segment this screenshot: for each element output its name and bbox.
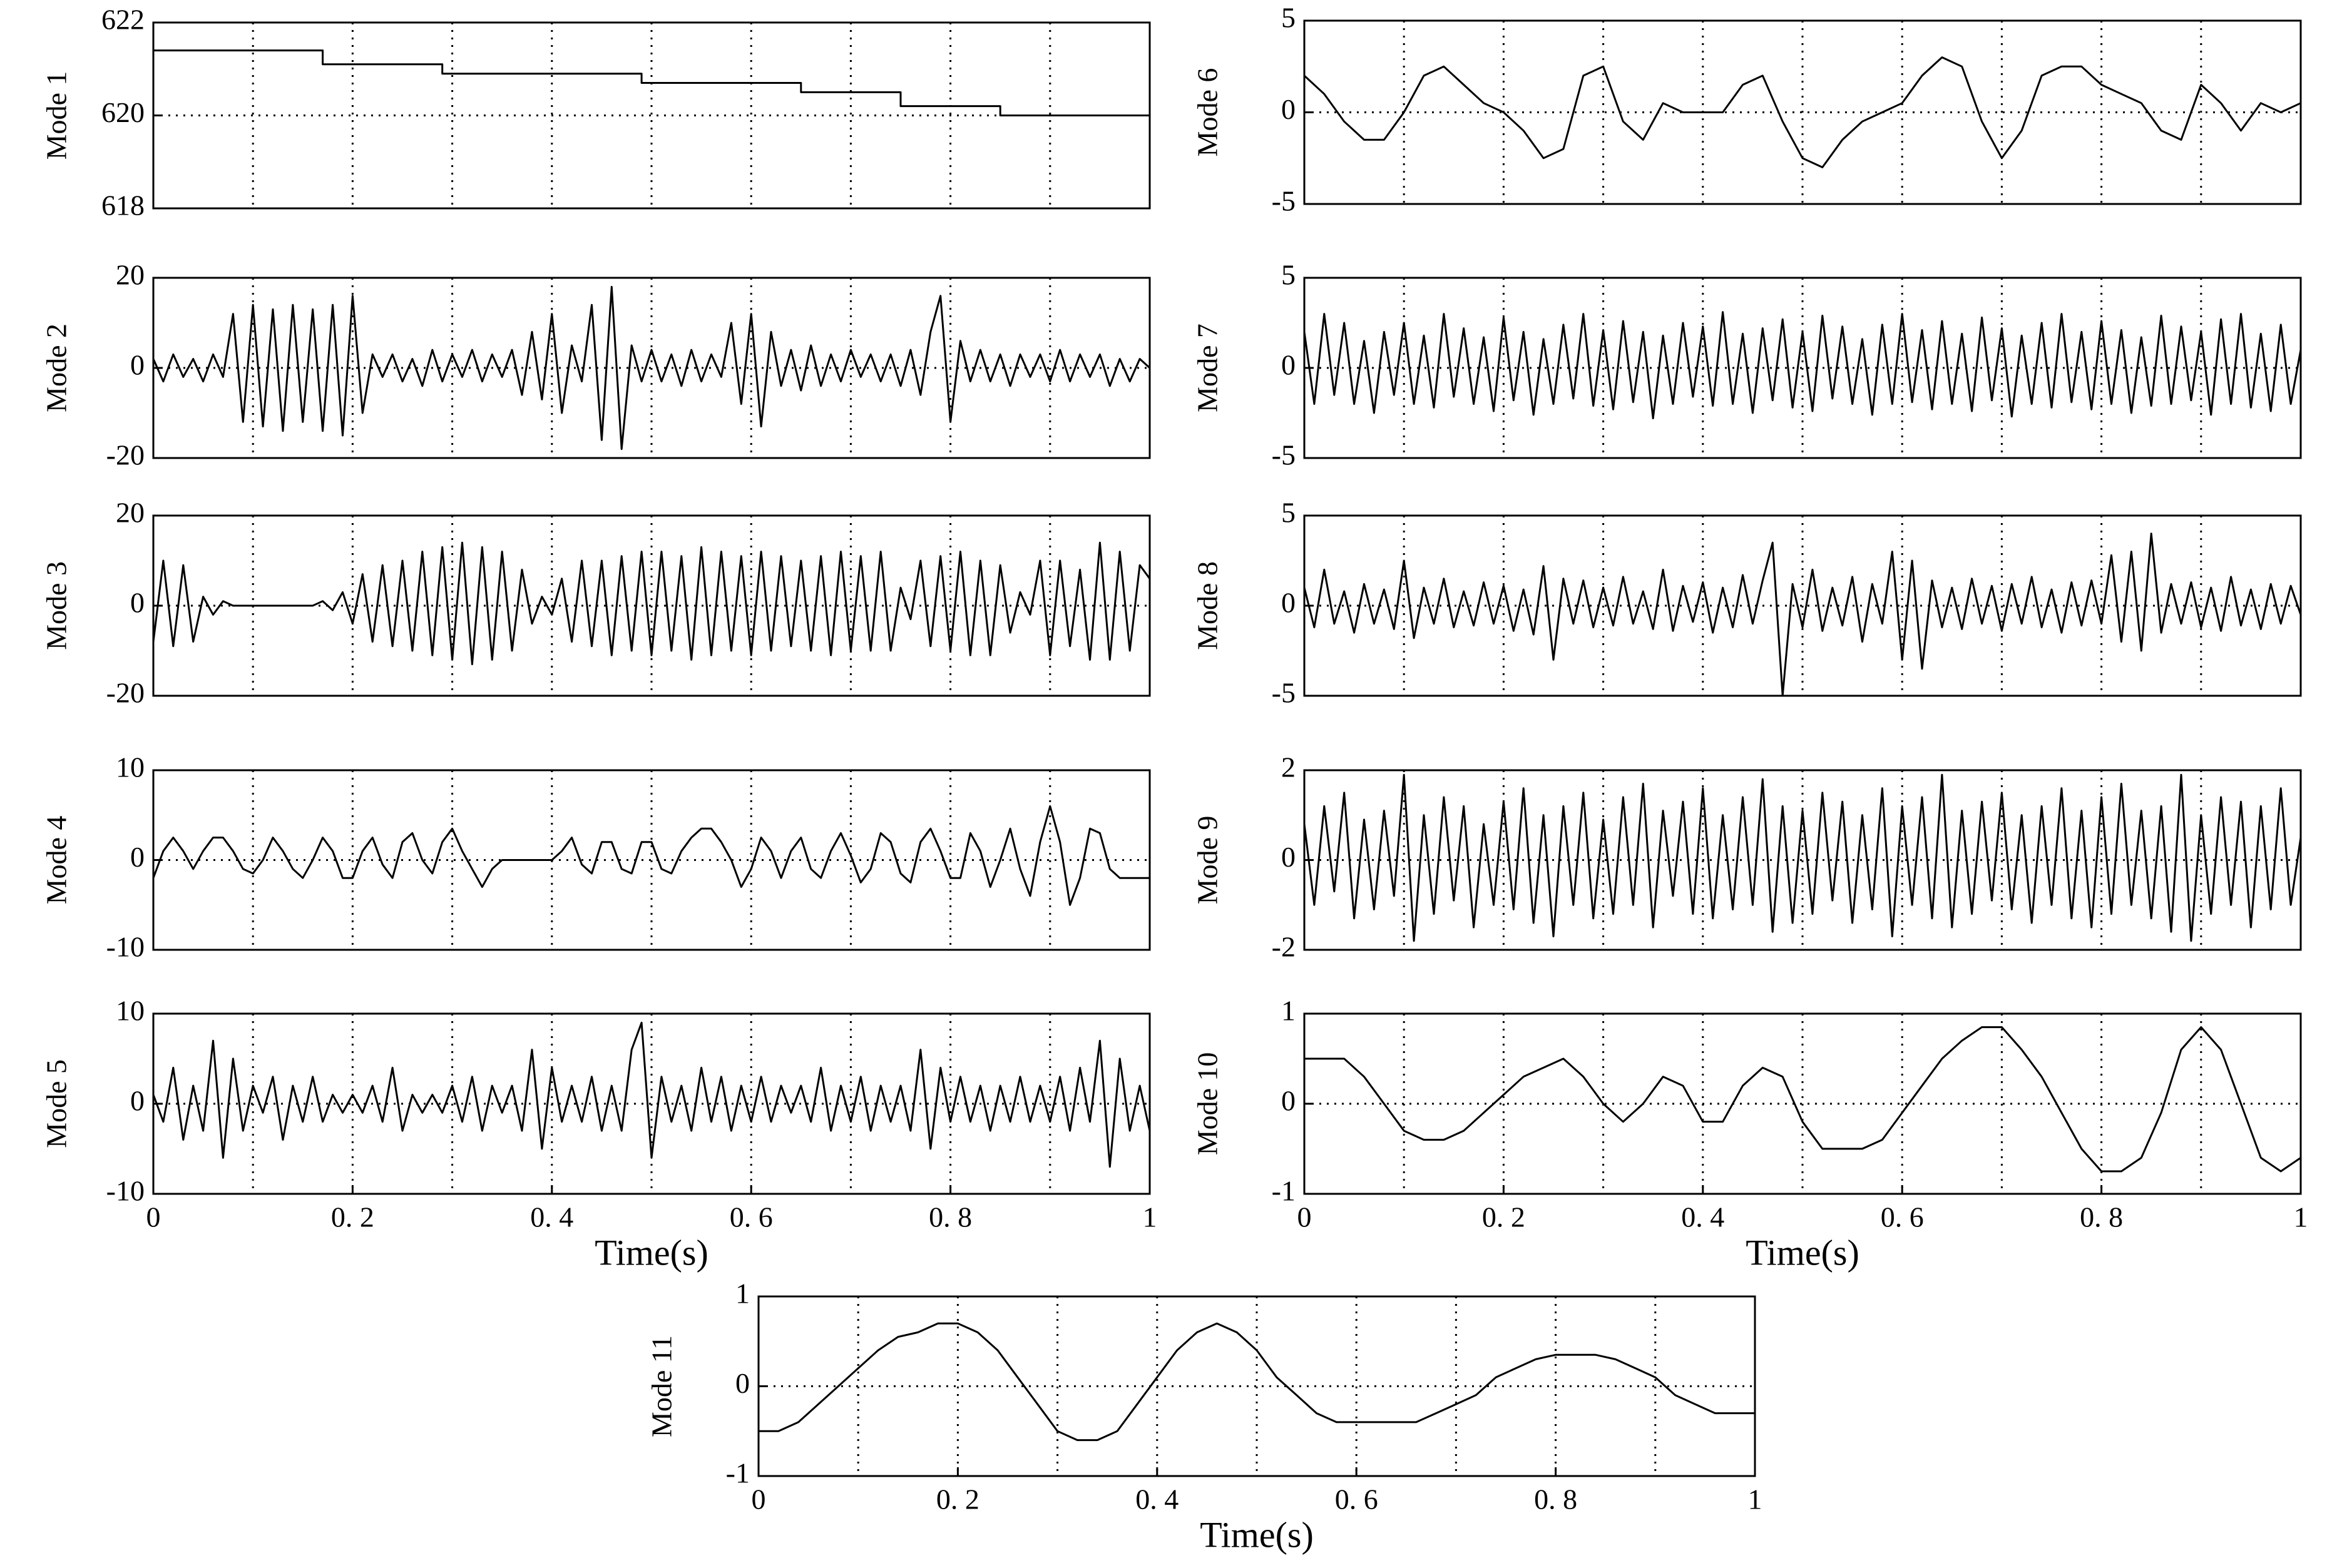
- x-tick-label: 0. 8: [1534, 1484, 1577, 1515]
- y-axis-label: Mode 2: [41, 323, 73, 412]
- y-tick-label: 10: [116, 751, 145, 783]
- y-axis-label: Mode 3: [41, 561, 73, 650]
- x-tick-label: 0: [1297, 1201, 1312, 1233]
- y-tick-label: -10: [106, 1175, 145, 1207]
- y-tick-label: 620: [101, 96, 145, 128]
- y-tick-label: -20: [106, 439, 145, 471]
- x-tick-label: 0: [752, 1484, 766, 1515]
- x-tick-label: 0. 2: [331, 1201, 374, 1233]
- x-tick-label: 0: [146, 1201, 161, 1233]
- y-tick-label: 0: [130, 587, 145, 619]
- x-axis-label: Time(s): [1200, 1514, 1314, 1555]
- y-axis-label: Mode 4: [41, 816, 73, 905]
- y-tick-label: 0: [1281, 841, 1296, 873]
- y-tick-label: 2: [1281, 751, 1296, 783]
- y-tick-label: 0: [1281, 349, 1296, 381]
- x-tick-label: 0. 6: [1881, 1201, 1924, 1233]
- signal-line: [152, 805, 1150, 906]
- x-tick-label: 0. 2: [936, 1484, 979, 1515]
- axes-box: [757, 1295, 1756, 1477]
- axes-box: [1303, 769, 2302, 951]
- y-tick-label: 0: [1281, 93, 1296, 125]
- y-tick-label: -1: [726, 1457, 750, 1489]
- signal-line: [152, 1021, 1151, 1168]
- y-tick-label: -10: [106, 931, 145, 963]
- y-axis-label: Mode 5: [41, 1059, 73, 1148]
- y-axis-label: Mode 9: [1192, 816, 1224, 905]
- x-axis-label: Time(s): [595, 1232, 708, 1273]
- x-axis-label: Time(s): [1746, 1232, 1859, 1273]
- y-tick-label: -1: [1272, 1175, 1296, 1207]
- x-tick-label: 0. 6: [730, 1201, 773, 1233]
- y-tick-label: 622: [101, 4, 145, 36]
- y-tick-label: 0: [130, 349, 145, 381]
- y-tick-label: 5: [1281, 497, 1296, 529]
- y-axis-label: Mode 6: [1192, 68, 1224, 157]
- y-tick-label: 618: [101, 190, 145, 221]
- x-tick-label: 0. 8: [2080, 1201, 2123, 1233]
- x-tick-label: 1: [1143, 1201, 1157, 1233]
- signal-line: [152, 541, 1151, 666]
- y-axis-label: Mode 11: [646, 1335, 678, 1437]
- y-axis-label: Mode 1: [41, 71, 73, 160]
- y-tick-label: 5: [1281, 259, 1296, 291]
- y-tick-label: -20: [106, 677, 145, 709]
- y-tick-label: 10: [116, 995, 145, 1027]
- y-tick-label: 1: [1281, 995, 1296, 1027]
- y-tick-label: 5: [1281, 2, 1296, 34]
- x-tick-label: 1: [2294, 1201, 2308, 1233]
- y-tick-label: 20: [116, 497, 145, 529]
- signal-line: [152, 285, 1151, 451]
- y-axis-label: Mode 10: [1192, 1052, 1224, 1156]
- x-tick-label: 0. 2: [1482, 1201, 1525, 1233]
- signal-line: [1303, 56, 2301, 168]
- y-axis-label: Mode 7: [1192, 323, 1224, 412]
- y-tick-label: -2: [1272, 931, 1296, 963]
- x-tick-label: 0. 4: [1681, 1201, 1724, 1233]
- signal-line: [1303, 773, 2302, 942]
- x-tick-label: 1: [1748, 1484, 1762, 1515]
- x-tick-label: 0. 4: [530, 1201, 573, 1233]
- y-tick-label: 0: [1281, 1085, 1296, 1117]
- signal-line: [1304, 1026, 2301, 1173]
- y-axis-label: Mode 8: [1192, 561, 1224, 650]
- y-tick-label: -5: [1272, 185, 1296, 217]
- x-tick-label: 0. 6: [1335, 1484, 1378, 1515]
- signal-line: [1303, 532, 2302, 697]
- x-tick-label: 0. 4: [1135, 1484, 1179, 1515]
- signal-line: [759, 1322, 1755, 1442]
- y-tick-label: 0: [130, 841, 145, 873]
- y-tick-label: 1: [735, 1278, 750, 1310]
- y-tick-label: -5: [1272, 439, 1296, 471]
- signal-line: [153, 49, 1150, 116]
- signal-line: [1303, 311, 2302, 420]
- y-tick-label: -5: [1272, 677, 1296, 709]
- x-tick-label: 0. 8: [929, 1201, 972, 1233]
- y-tick-label: 20: [116, 259, 145, 291]
- y-tick-label: 0: [735, 1367, 750, 1399]
- y-tick-label: 0: [1281, 587, 1296, 619]
- y-tick-label: 0: [130, 1085, 145, 1117]
